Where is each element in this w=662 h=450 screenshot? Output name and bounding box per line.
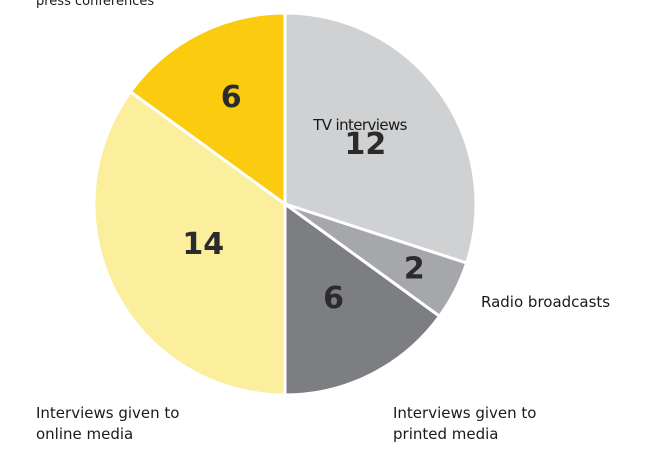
pie-value-label: 2 bbox=[404, 251, 425, 286]
pie-category-label: TV interviews bbox=[312, 116, 407, 134]
pie-slice-slice-5 bbox=[128, 11, 287, 206]
pie-value-label: 6 bbox=[221, 80, 242, 115]
pie-category-label-line: online media bbox=[36, 425, 133, 443]
pie-value-label: 14 bbox=[182, 227, 224, 262]
pie-slices bbox=[92, 11, 478, 397]
pie-category-label-line: printed media bbox=[393, 425, 498, 443]
pie-category-label: Radio broadcasts bbox=[481, 293, 610, 311]
pie-category-label-line: Interviews given to bbox=[393, 404, 536, 422]
pie-value-label: 12 bbox=[345, 127, 387, 162]
pie-labels: 12 2 6 14 6 TV interviews Radio broadcasts Inte… bbox=[36, 80, 610, 443]
pie-slice-tv-interviews bbox=[283, 11, 478, 265]
pie-category-label-line: TV interviews bbox=[312, 116, 407, 134]
pie-category-label: Interviews given to online media bbox=[36, 404, 179, 443]
pie-slice-interviews-given-to-online-media bbox=[92, 90, 287, 397]
pie-slice-interviews-given-to-printed-media bbox=[283, 202, 442, 397]
pie-category-label-line: Interviews given to bbox=[36, 404, 179, 422]
pie-category-label-line: Radio broadcasts bbox=[481, 293, 610, 311]
pie-value-label: 6 bbox=[323, 281, 344, 316]
chart-title: press conferences bbox=[36, 0, 154, 9]
pie-category-label: Interviews given to printed media bbox=[393, 404, 536, 443]
